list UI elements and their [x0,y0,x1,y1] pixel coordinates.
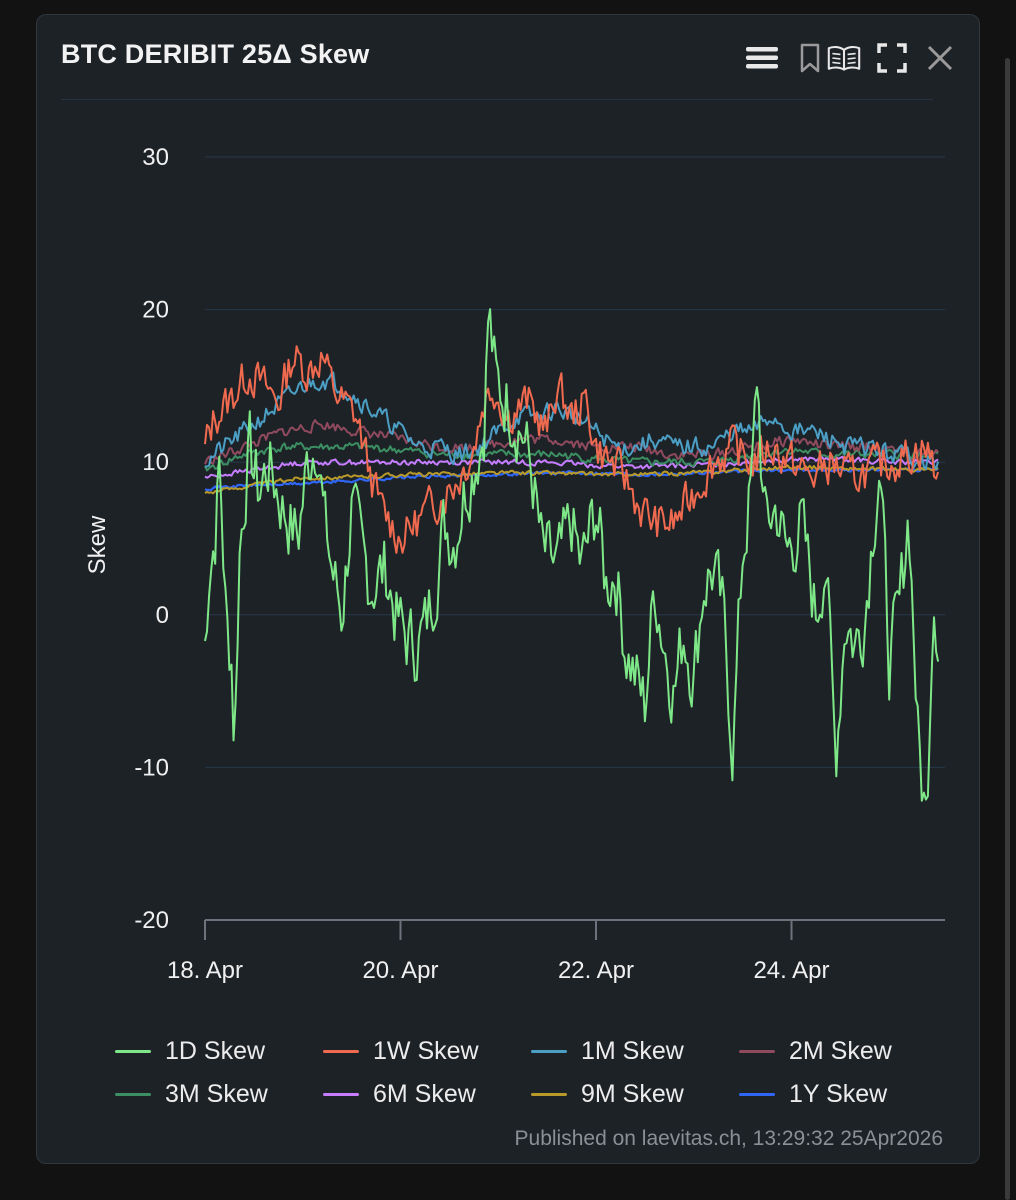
legend-label: 1Y Skew [789,1080,888,1108]
series-line-9m-skew[interactable] [204,464,939,495]
legend-label: 1W Skew [373,1037,479,1065]
open-book-icon[interactable] [827,41,861,75]
legend-item-1d-skew[interactable]: 1D Skew [115,1037,323,1066]
legend-swatch [323,1050,359,1053]
fullscreen-icon[interactable] [875,41,909,75]
series-layer [204,308,940,802]
y-tick-label: -20 [134,907,169,934]
x-tick-label: 18. Apr [167,957,243,984]
legend-item-3m-skew[interactable]: 3M Skew [115,1080,323,1109]
published-credit: Published on laevitas.ch, 13:29:32 25Apr… [514,1127,943,1150]
series-line-1d-skew[interactable] [204,308,940,802]
y-tick-label: 0 [156,602,169,629]
legend-swatch [115,1050,151,1053]
legend-swatch [323,1093,359,1096]
y-tick-label: -10 [134,754,169,781]
bookmark-icon[interactable] [793,41,827,75]
legend-label: 1D Skew [165,1037,266,1065]
legend-item-1y-skew[interactable]: 1Y Skew [739,1080,947,1109]
y-tick-label: 20 [142,297,169,324]
y-tick-label: 30 [142,144,169,171]
legend-item-9m-skew[interactable]: 9M Skew [531,1080,739,1109]
legend-swatch [739,1050,775,1053]
chart-toolbar [745,41,957,75]
skew-line-chart: 30 20 10 0 -10 -20 18. Apr 20. Apr 22. Apr 24. Ap… [84,144,945,984]
chart-legend: 1D Skew 1W Skew 1M Skew 2M Skew 3M Skew 6M Sk… [115,1037,955,1109]
series-line-2m-skew[interactable] [204,419,939,465]
legend-item-1w-skew[interactable]: 1W Skew [323,1037,531,1066]
legend-label: 9M Skew [581,1080,684,1108]
chart-title: BTC DERIBIT 25Δ Skew [61,39,370,69]
series-line-1w-skew[interactable] [204,345,940,554]
scrollbar[interactable] [1005,58,1010,1200]
series-line-1m-skew[interactable] [204,371,940,470]
series-line-3m-skew[interactable] [204,441,939,472]
menu-icon[interactable] [745,41,779,75]
x-tick-label: 24. Apr [753,957,829,984]
legend-item-6m-skew[interactable]: 6M Skew [323,1080,531,1109]
legend-item-2m-skew[interactable]: 2M Skew [739,1037,947,1066]
legend-swatch [739,1093,775,1096]
y-tick-label: 10 [142,449,169,476]
legend-item-1m-skew[interactable]: 1M Skew [531,1037,739,1066]
legend-swatch [531,1050,567,1053]
x-tick-label: 22. Apr [558,957,634,984]
legend-label: 2M Skew [789,1037,892,1065]
header-divider [61,99,933,100]
legend-label: 1M Skew [581,1037,684,1065]
x-tick-label: 20. Apr [362,957,438,984]
series-line-6m-skew[interactable] [204,455,939,479]
axis-layer: 30 20 10 0 -10 -20 18. Apr 20. Apr 22. Apr 24. Ap… [134,144,945,984]
legend-label: 3M Skew [165,1080,268,1108]
chart-card: BTC DERIBIT 25Δ Skew [36,14,980,1164]
close-icon[interactable] [923,41,957,75]
legend-label: 6M Skew [373,1080,476,1108]
legend-swatch [531,1093,567,1096]
legend-swatch [115,1093,151,1096]
y-axis-label: Skew [84,515,111,574]
